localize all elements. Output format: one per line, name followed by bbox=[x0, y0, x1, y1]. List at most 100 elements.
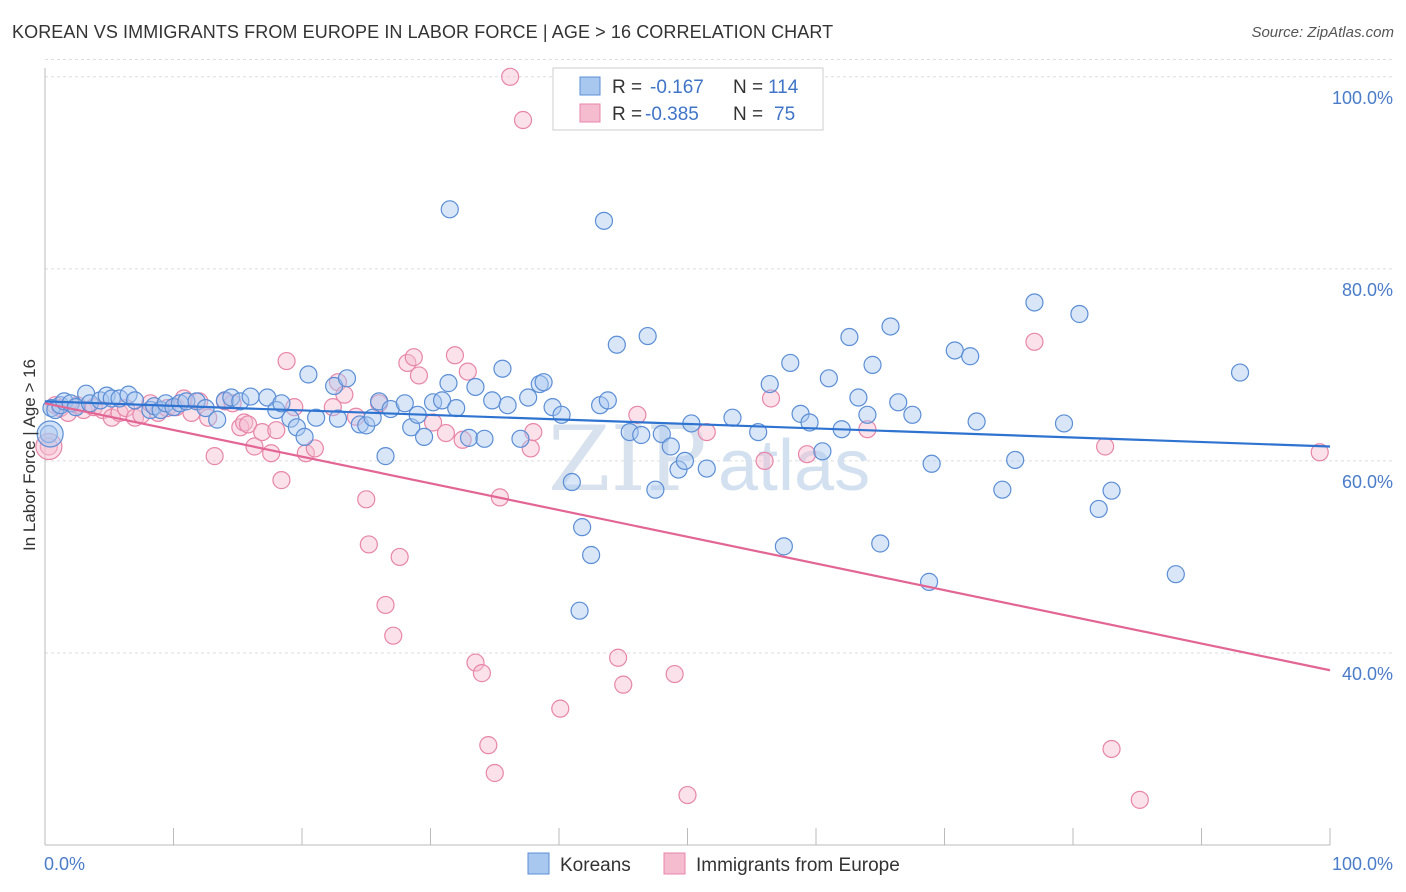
koreans-point-27 bbox=[231, 392, 250, 411]
x-tick-labels: 0.0% 100.0% bbox=[44, 854, 1393, 874]
immigrants-point-77 bbox=[1130, 790, 1149, 809]
koreans-point-50 bbox=[423, 393, 443, 412]
koreans-point-36 bbox=[307, 408, 326, 427]
koreans-point-24 bbox=[208, 410, 227, 429]
koreans-point-111 bbox=[1166, 565, 1185, 584]
immigrants-point-43 bbox=[376, 595, 395, 615]
koreans-point-61 bbox=[519, 388, 538, 407]
koreans-point-33 bbox=[287, 418, 306, 437]
koreans-trendline bbox=[44, 400, 1331, 448]
watermark-atlas: atlas bbox=[718, 426, 870, 506]
koreans-point-108 bbox=[1054, 414, 1074, 433]
koreans-point-56 bbox=[475, 429, 494, 448]
trendlines bbox=[44, 400, 1331, 672]
immigrants-point-31 bbox=[272, 471, 291, 490]
koreans-point-99 bbox=[889, 393, 908, 412]
koreans-point-75 bbox=[638, 326, 657, 346]
koreans-point-100 bbox=[903, 405, 922, 424]
immigrants-point-60 bbox=[513, 110, 533, 130]
immigrants-point-26 bbox=[238, 415, 258, 434]
koreans-point-78 bbox=[661, 437, 680, 456]
legend-n-value-2: 75 bbox=[774, 104, 795, 125]
koreans-point-57 bbox=[483, 391, 502, 410]
koreans-point-113 bbox=[440, 200, 459, 219]
koreans-point-44 bbox=[376, 447, 395, 466]
koreans-point-14 bbox=[125, 391, 145, 410]
immigrants-point-54 bbox=[466, 653, 485, 672]
immigrants-point-29 bbox=[262, 444, 281, 463]
chart-title: KOREAN VS IMMIGRANTS FROM EUROPE IN LABO… bbox=[12, 22, 834, 42]
bottom-legend-swatch-koreans bbox=[527, 852, 550, 875]
y-tick-label-3: 100.0% bbox=[1332, 88, 1393, 108]
koreans-point-26 bbox=[222, 388, 241, 407]
koreans-point-116 bbox=[1070, 304, 1089, 324]
koreans-point-71 bbox=[598, 391, 617, 410]
immigrants-point-55 bbox=[472, 664, 491, 683]
koreans-point-106 bbox=[993, 480, 1012, 499]
immigrants-point-30 bbox=[267, 421, 286, 440]
koreans-point-90 bbox=[813, 442, 832, 461]
legend-n-value-1: 114 bbox=[768, 77, 799, 98]
koreans-point-28 bbox=[241, 387, 260, 406]
watermark: ZIP atlas bbox=[548, 407, 870, 512]
immigrants-point-66 bbox=[628, 405, 647, 424]
koreans-point-49 bbox=[414, 427, 434, 446]
koreans-point-63 bbox=[534, 373, 553, 392]
koreans-point-53 bbox=[447, 398, 466, 418]
immigrants-point-45 bbox=[390, 547, 409, 567]
koreans-point-66 bbox=[562, 472, 581, 492]
koreans-point-46 bbox=[395, 394, 414, 413]
source-label: Source: ZipAtlas.com bbox=[1251, 24, 1394, 41]
koreans-point-112 bbox=[1230, 363, 1250, 382]
koreans-point-109 bbox=[1089, 499, 1108, 519]
koreans-point-67 bbox=[570, 601, 589, 620]
koreans-point-110 bbox=[1102, 481, 1121, 500]
immigrants-point-40 bbox=[357, 490, 376, 509]
legend-r-label-1: R = bbox=[612, 77, 642, 98]
koreans-point-58 bbox=[493, 359, 512, 378]
bottom-legend-label-koreans: Koreans bbox=[560, 855, 631, 876]
immigrants-point-57 bbox=[485, 763, 504, 783]
immigrants-point-67 bbox=[665, 664, 684, 684]
immigrants-point-75 bbox=[1096, 437, 1115, 456]
immigrants-point-47 bbox=[404, 348, 423, 367]
koreans-point-84 bbox=[749, 422, 768, 442]
immigrants-point-50 bbox=[436, 423, 456, 443]
y-tick-label-0: 40.0% bbox=[1342, 664, 1393, 684]
y-axis-label: In Labor Force | Age > 16 bbox=[20, 359, 39, 551]
immigrants-point-72 bbox=[797, 445, 817, 464]
koreans-point-74 bbox=[632, 425, 651, 445]
immigrants-point-69 bbox=[697, 422, 716, 442]
legend-swatch-koreans bbox=[579, 76, 601, 96]
koreans-point-95 bbox=[858, 405, 877, 424]
koreans-point-96 bbox=[863, 355, 882, 374]
immigrants-point-76 bbox=[1102, 739, 1121, 759]
immigrants-point-52 bbox=[453, 430, 472, 449]
koreans-point-107 bbox=[1006, 450, 1025, 470]
koreans-point-115 bbox=[1025, 293, 1044, 312]
legend-n-label-2: N = bbox=[733, 104, 763, 125]
koreans-point-31 bbox=[272, 394, 291, 413]
legend-r-value-1: -0.167 bbox=[650, 77, 704, 98]
koreans-point-55 bbox=[466, 377, 485, 397]
y-tick-label-2: 80.0% bbox=[1342, 280, 1393, 300]
immigrants-point-35 bbox=[305, 439, 324, 458]
koreans-point-68 bbox=[573, 518, 592, 537]
bottom-legend-label-immigrants: Immigrants from Europe bbox=[696, 855, 900, 876]
koreans-point-35 bbox=[299, 365, 318, 384]
correlation-legend: R = -0.167 N = 114 R = -0.385 N = 75 bbox=[552, 67, 824, 131]
koreans-point-51 bbox=[432, 391, 452, 410]
koreans-point-86 bbox=[774, 537, 793, 556]
immigrants-point-53 bbox=[458, 362, 477, 381]
koreans-cluster-point bbox=[36, 420, 64, 448]
gridlines bbox=[45, 59, 1393, 654]
immigrants-point-65 bbox=[614, 675, 633, 694]
x-tick-label-0: 0.0% bbox=[44, 854, 85, 874]
immigrants-point-28 bbox=[253, 422, 272, 442]
koreans-point-104 bbox=[961, 347, 980, 366]
koreans-point-98 bbox=[881, 317, 900, 336]
legend-r-label-2: R = bbox=[612, 104, 642, 125]
immigrants-point-70 bbox=[755, 451, 774, 471]
immigrants-point-44 bbox=[384, 626, 403, 645]
